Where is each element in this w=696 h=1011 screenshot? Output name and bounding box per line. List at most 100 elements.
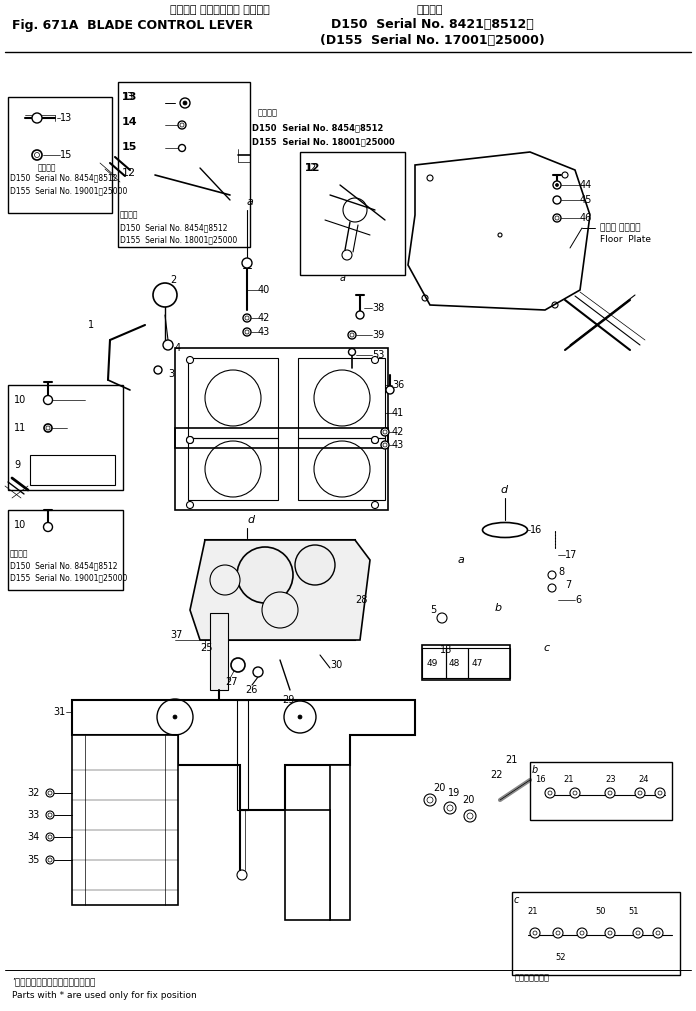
Bar — [446, 648, 468, 678]
Circle shape — [372, 357, 379, 364]
Circle shape — [46, 856, 54, 864]
Text: 19: 19 — [448, 788, 460, 798]
Text: 36: 36 — [392, 380, 404, 390]
Text: d: d — [500, 485, 507, 495]
Bar — [298, 438, 385, 500]
Circle shape — [187, 501, 193, 509]
Text: 3: 3 — [168, 369, 174, 379]
Bar — [237, 700, 248, 810]
Polygon shape — [190, 540, 370, 640]
Circle shape — [635, 788, 645, 798]
Text: 44: 44 — [580, 180, 592, 190]
Text: ブレード コントロール レバー（: ブレード コントロール レバー（ — [170, 5, 270, 15]
Circle shape — [231, 658, 245, 672]
Text: 43: 43 — [392, 440, 404, 450]
Bar — [118, 82, 250, 247]
Text: 43: 43 — [258, 327, 270, 337]
Text: D150  Serial No. 8421～8512）: D150 Serial No. 8421～8512） — [331, 18, 533, 31]
Circle shape — [44, 424, 52, 432]
Circle shape — [187, 357, 193, 364]
Text: 32: 32 — [27, 788, 40, 798]
Circle shape — [178, 121, 186, 129]
Text: 16: 16 — [530, 525, 542, 535]
Bar — [205, 540, 355, 640]
Text: 15: 15 — [60, 150, 72, 160]
Bar — [300, 152, 405, 275]
Text: 適用号機: 適用号機 — [10, 550, 29, 558]
Text: D155  Serial No. 19001～25000: D155 Serial No. 19001～25000 — [10, 186, 127, 195]
Polygon shape — [285, 810, 330, 920]
Circle shape — [210, 565, 240, 595]
Text: c: c — [514, 895, 519, 905]
Text: 13: 13 — [122, 92, 134, 102]
Circle shape — [548, 584, 556, 592]
Text: 29: 29 — [282, 695, 294, 705]
Text: 1: 1 — [88, 320, 94, 330]
Bar — [8, 385, 123, 490]
Text: b: b — [495, 603, 502, 613]
Circle shape — [242, 258, 252, 268]
Circle shape — [173, 715, 177, 719]
Circle shape — [530, 928, 540, 938]
Circle shape — [349, 349, 356, 356]
Circle shape — [46, 789, 54, 797]
Text: a: a — [247, 197, 254, 207]
Text: 17: 17 — [565, 550, 578, 560]
Text: 適用号機: 適用号機 — [258, 108, 278, 117]
Polygon shape — [330, 765, 350, 920]
Text: 49: 49 — [427, 658, 438, 667]
Bar — [512, 892, 680, 975]
Circle shape — [163, 340, 173, 350]
Text: 47: 47 — [472, 658, 484, 667]
Text: 10: 10 — [14, 395, 26, 405]
Polygon shape — [72, 735, 178, 905]
Text: 22: 22 — [490, 770, 503, 780]
Text: 34: 34 — [27, 832, 39, 842]
Circle shape — [577, 928, 587, 938]
Bar — [188, 358, 278, 438]
Bar — [30, 455, 115, 485]
Text: 45: 45 — [580, 195, 592, 205]
Circle shape — [180, 98, 190, 108]
Text: 16: 16 — [535, 774, 546, 784]
Text: レバー固定部品: レバー固定部品 — [515, 974, 550, 983]
Text: Parts with * are used only for fix position: Parts with * are used only for fix posit… — [12, 992, 197, 1001]
Circle shape — [183, 101, 187, 105]
Circle shape — [444, 802, 456, 814]
Text: 8: 8 — [558, 567, 564, 577]
Circle shape — [655, 788, 665, 798]
Text: a: a — [458, 555, 465, 565]
Text: 35: 35 — [27, 855, 40, 865]
Text: 23: 23 — [605, 774, 616, 784]
Bar — [188, 438, 278, 500]
Bar — [422, 648, 446, 678]
Text: 21: 21 — [563, 774, 574, 784]
Text: 4: 4 — [175, 343, 181, 353]
Circle shape — [187, 437, 193, 444]
Circle shape — [43, 395, 52, 404]
Text: 13: 13 — [122, 92, 137, 102]
Text: 9: 9 — [14, 460, 20, 470]
Text: D150  Serial No. 8454～8512: D150 Serial No. 8454～8512 — [252, 123, 383, 132]
Circle shape — [295, 545, 335, 585]
Circle shape — [553, 181, 561, 189]
Text: 7: 7 — [565, 580, 571, 590]
Circle shape — [605, 928, 615, 938]
Text: 12: 12 — [305, 163, 317, 173]
Text: 25: 25 — [200, 643, 212, 653]
Text: 30: 30 — [330, 660, 342, 670]
Text: 39: 39 — [372, 330, 384, 340]
Text: 41: 41 — [392, 408, 404, 418]
Text: 12: 12 — [305, 163, 320, 173]
Text: 38: 38 — [372, 303, 384, 313]
Text: 52: 52 — [555, 953, 565, 962]
Polygon shape — [408, 152, 590, 310]
Text: 21: 21 — [527, 908, 537, 917]
Text: 12: 12 — [122, 168, 136, 178]
Bar — [530, 762, 672, 820]
Text: 適用号機: 適用号機 — [120, 210, 139, 219]
Circle shape — [262, 592, 298, 628]
Text: D155  Serial No. 18001～25000: D155 Serial No. 18001～25000 — [120, 236, 237, 245]
Circle shape — [46, 811, 54, 819]
Text: 6: 6 — [575, 595, 581, 605]
